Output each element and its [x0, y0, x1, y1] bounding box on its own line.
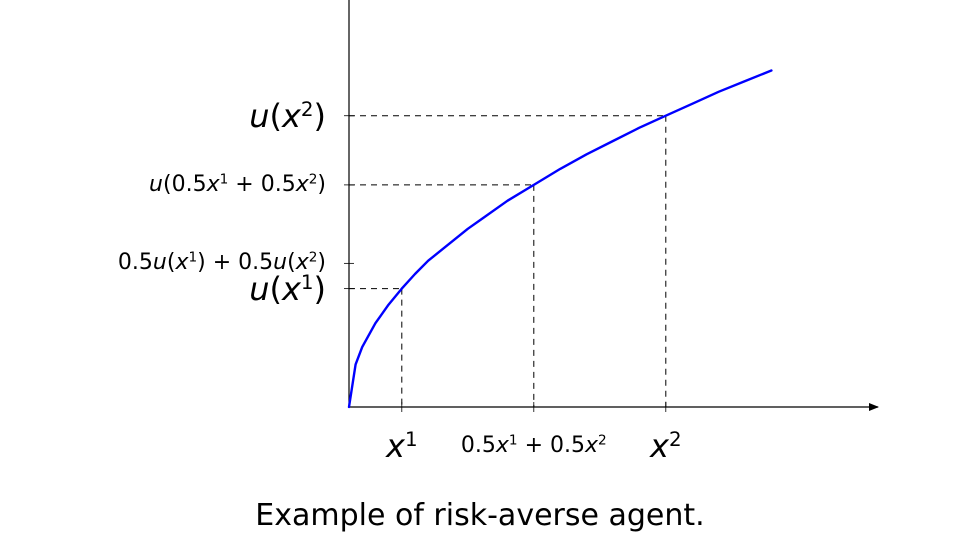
figure-caption: Example of risk-averse agent. [255, 498, 705, 533]
y-tick-label-3: u(x2) [249, 96, 326, 135]
x-tick-label-3: x2 [650, 427, 682, 465]
y-tick-label-1: u(x1) [249, 269, 326, 308]
y-tick-label-expected-utility: 0.5u(x1) + 0.5u(x2) [117, 249, 326, 276]
y-tick-label-2: u(0.5x1 + 0.5x2) [149, 171, 326, 197]
x-tick-label-1: x1 [386, 427, 418, 465]
x-tick-label-2: 0.5x1 + 0.5x2 [460, 432, 607, 458]
utility-curve [347, 69, 773, 409]
